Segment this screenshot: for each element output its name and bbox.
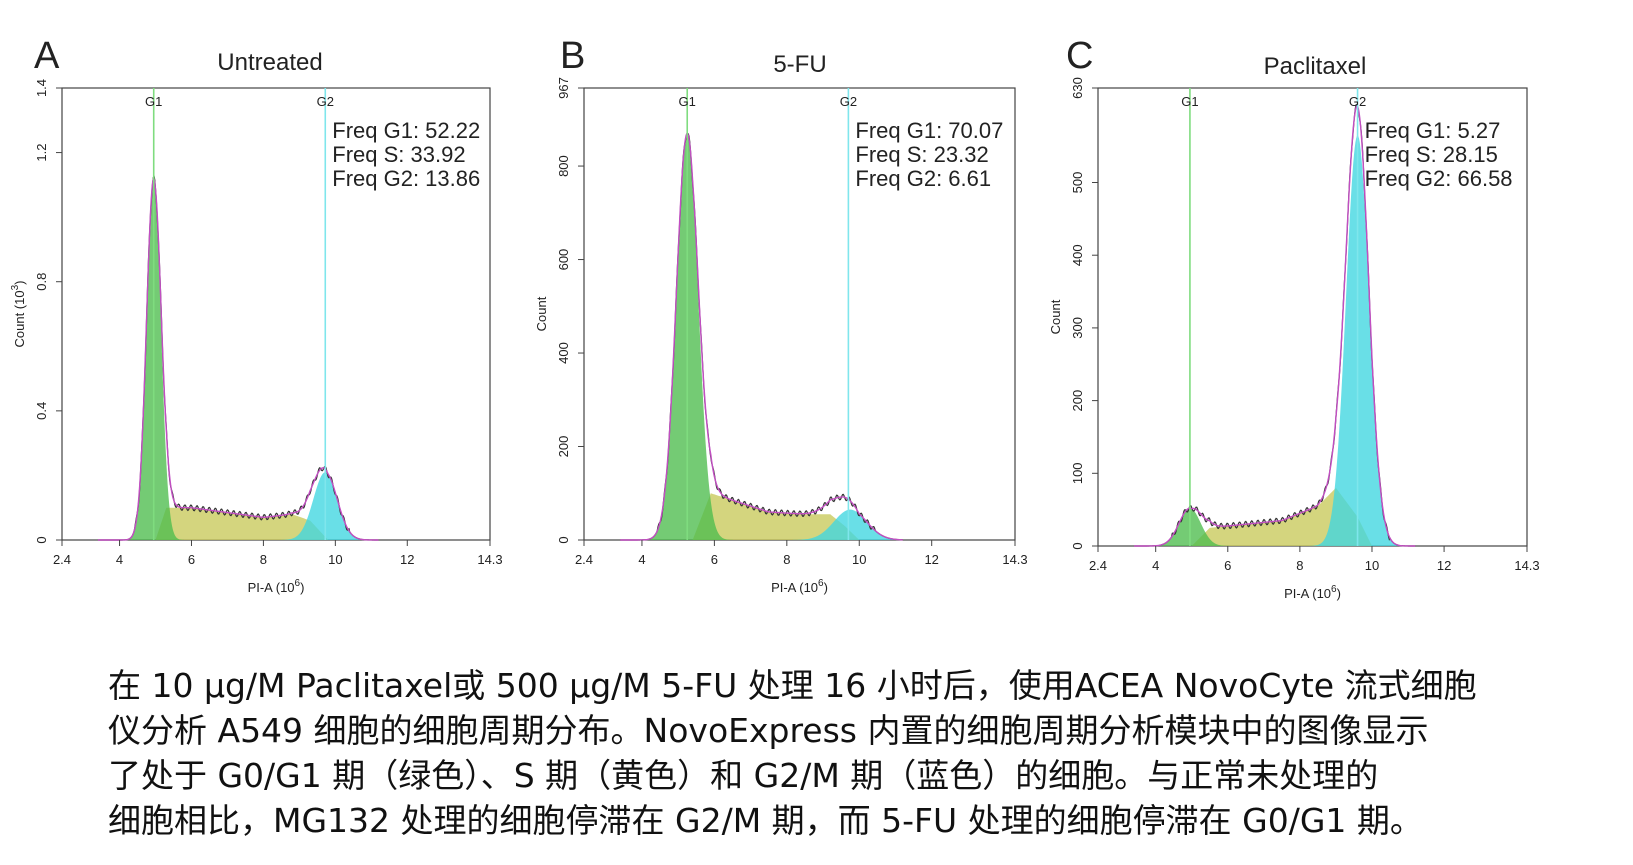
gate-label-g2: G2 bbox=[840, 94, 857, 109]
x-axis-label-close: ) bbox=[300, 580, 304, 595]
histogram-envelope bbox=[620, 133, 903, 541]
series-area-g2 bbox=[1134, 135, 1416, 546]
x-tick-label: 6 bbox=[711, 552, 718, 567]
y-tick-label: 1.2 bbox=[34, 144, 49, 162]
chart-title: 5-FU bbox=[773, 51, 826, 78]
y-tick-label: 200 bbox=[556, 436, 571, 458]
gate-label-g1: G1 bbox=[1181, 94, 1198, 109]
y-tick-label: 100 bbox=[1070, 462, 1085, 484]
y-tick-label: 1.4 bbox=[34, 79, 49, 97]
series-area-g1 bbox=[620, 133, 903, 540]
x-tick-label: 8 bbox=[260, 552, 267, 567]
y-tick-label: 967 bbox=[556, 77, 571, 99]
y-axis-unit-close: ) bbox=[12, 280, 27, 284]
y-tick-label: 500 bbox=[1070, 172, 1085, 194]
x-axis-label: PI-A (106) bbox=[1284, 584, 1341, 601]
x-tick-label: 12 bbox=[1437, 558, 1451, 573]
freq-annotation: Freq G1: 70.07 bbox=[855, 118, 1003, 143]
x-tick-label: 12 bbox=[400, 552, 414, 567]
x-axis-exponent: 6 bbox=[818, 578, 824, 589]
x-tick-label: 6 bbox=[188, 552, 195, 567]
caption-line-3: 了处于 G0/G1 期（绿色）、S 期（黄色）和 G2/M 期（蓝色）的细胞。与… bbox=[108, 756, 1379, 795]
caption-line-2: 仪分析 A549 细胞的细胞周期分布。NovoExpress 内置的细胞周期分析… bbox=[108, 711, 1429, 750]
gate-label-g2: G2 bbox=[317, 94, 334, 109]
panel-letter: B bbox=[560, 35, 585, 77]
caption-line-4: 细胞相比，MG132 处理的细胞停滞在 G2/M 期，而 5-FU 处理的细胞停… bbox=[108, 801, 1423, 840]
model-fit-line bbox=[97, 178, 379, 541]
y-tick-label: 0 bbox=[34, 536, 49, 543]
freq-annotation: Freq G2: 6.61 bbox=[855, 166, 991, 191]
freq-annotation: Freq S: 23.32 bbox=[855, 142, 988, 167]
x-axis-exponent: 6 bbox=[295, 578, 301, 589]
figure-caption: 在 10 µg/M Paclitaxel或 500 µg/M 5-FU 处理 1… bbox=[108, 663, 1608, 843]
model-fit-line bbox=[1134, 105, 1416, 547]
x-tick-label: 2.4 bbox=[1089, 558, 1107, 573]
freq-annotation: Freq G2: 13.86 bbox=[332, 166, 480, 191]
x-tick-label: 8 bbox=[1296, 558, 1303, 573]
y-tick-label: 0 bbox=[1070, 542, 1085, 549]
y-tick-label: 800 bbox=[556, 155, 571, 177]
y-tick-label: 200 bbox=[1070, 390, 1085, 412]
y-axis-unit-open: (10 bbox=[12, 290, 27, 312]
chart-title: Paclitaxel bbox=[1264, 53, 1367, 80]
gate-label-g1: G1 bbox=[145, 94, 162, 109]
y-axis-label: Count (103) bbox=[10, 280, 27, 347]
series-area-g2 bbox=[97, 472, 379, 540]
y-tick-label: 630 bbox=[1070, 77, 1085, 99]
series-area-g2 bbox=[620, 509, 903, 540]
x-tick-label: 10 bbox=[1365, 558, 1379, 573]
y-axis-label: Count bbox=[1048, 299, 1063, 334]
y-tick-label: 600 bbox=[556, 249, 571, 271]
x-axis-label: PI-A (106) bbox=[248, 578, 305, 595]
panel-letter: A bbox=[34, 35, 60, 77]
gate-label-g2: G2 bbox=[1349, 94, 1366, 109]
x-tick-label: 14.3 bbox=[477, 552, 502, 567]
x-tick-label: 14.3 bbox=[1514, 558, 1539, 573]
x-tick-label: 4 bbox=[1152, 558, 1159, 573]
x-tick-label: 2.4 bbox=[575, 552, 593, 567]
y-axis-exponent: 3 bbox=[10, 284, 21, 290]
freq-annotation: Freq G1: 5.27 bbox=[1365, 118, 1501, 143]
caption-line-1: 在 10 µg/M Paclitaxel或 500 µg/M 5-FU 处理 1… bbox=[108, 666, 1477, 705]
gate-label-g1: G1 bbox=[679, 94, 696, 109]
x-axis-label-close: ) bbox=[824, 580, 828, 595]
x-tick-label: 10 bbox=[852, 552, 866, 567]
x-tick-label: 4 bbox=[638, 552, 645, 567]
y-tick-label: 400 bbox=[1070, 244, 1085, 266]
y-tick-label: 0.8 bbox=[34, 273, 49, 291]
x-tick-label: 14.3 bbox=[1002, 552, 1027, 567]
panel-letter: C bbox=[1066, 35, 1093, 77]
x-axis-exponent: 6 bbox=[1331, 584, 1337, 595]
freq-annotation: Freq G2: 66.58 bbox=[1365, 166, 1513, 191]
chart-title: Untreated bbox=[217, 49, 322, 76]
x-tick-label: 4 bbox=[116, 552, 123, 567]
y-tick-label: 0.4 bbox=[34, 402, 49, 420]
x-tick-label: 12 bbox=[924, 552, 938, 567]
x-tick-label: 8 bbox=[783, 552, 790, 567]
x-axis-label: PI-A (106) bbox=[771, 578, 828, 595]
freq-annotation: Freq S: 28.15 bbox=[1365, 142, 1498, 167]
x-tick-label: 10 bbox=[328, 552, 342, 567]
series-area-g1 bbox=[1134, 508, 1416, 546]
y-axis-label: Count bbox=[534, 296, 549, 331]
x-axis-label-close: ) bbox=[1337, 586, 1341, 601]
model-fit-line bbox=[620, 132, 903, 541]
y-tick-label: 300 bbox=[1070, 317, 1085, 339]
freq-annotation: Freq S: 33.92 bbox=[332, 142, 465, 167]
y-tick-label: 400 bbox=[556, 342, 571, 364]
y-tick-label: 0 bbox=[556, 536, 571, 543]
x-tick-label: 2.4 bbox=[53, 552, 71, 567]
freq-annotation: Freq G1: 52.22 bbox=[332, 118, 480, 143]
x-tick-label: 6 bbox=[1224, 558, 1231, 573]
